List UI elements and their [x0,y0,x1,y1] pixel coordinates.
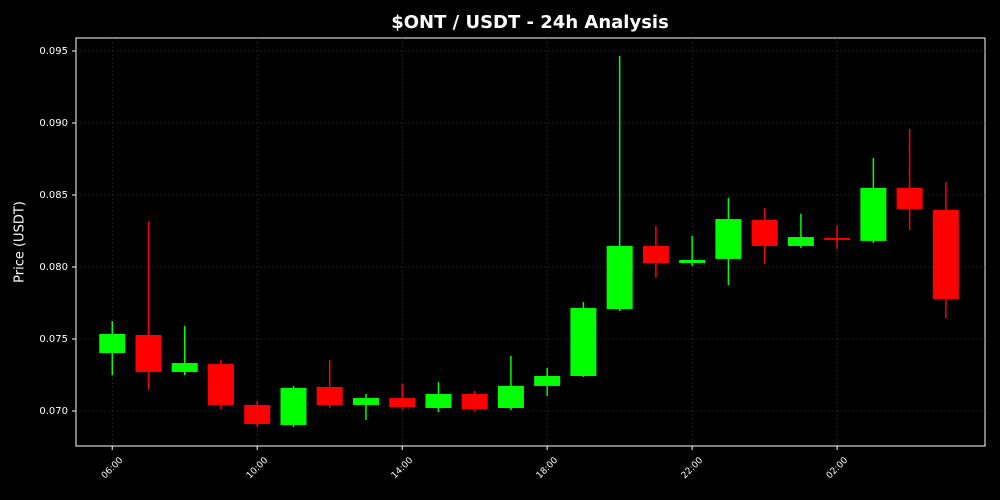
candle-body [135,334,162,372]
y-tick-label: 0.095 [39,46,68,57]
candle-body [715,219,742,259]
y-tick-label: 0.080 [39,262,68,273]
candle-body [352,398,379,405]
candle-body [679,259,706,263]
candle-body [642,245,669,263]
candle-body [606,245,633,310]
candle-body [316,386,343,405]
candle-body [932,209,959,299]
candle-body [860,187,887,241]
y-tick-label: 0.090 [39,118,68,129]
candle-body [896,187,923,209]
candle-body [389,398,416,407]
candle-body [570,308,597,377]
candle-body [824,238,851,240]
candle-body [787,237,814,246]
y-tick-label: 0.070 [39,406,68,417]
candle-body [425,394,452,408]
candle-body [280,387,307,425]
candle-body [244,404,271,424]
candle-body [534,376,561,386]
y-tick-label: 0.075 [39,334,68,345]
y-axis-label: Price (USDT) [13,201,28,283]
candle-body [171,363,198,372]
candle-body [497,385,524,408]
chart-title: $ONT / USDT - 24h Analysis [391,12,669,33]
candle-body [207,364,234,405]
candle-body [99,333,126,353]
candle-body [461,394,488,409]
candle-body [751,220,778,246]
y-tick-label: 0.085 [39,190,68,201]
